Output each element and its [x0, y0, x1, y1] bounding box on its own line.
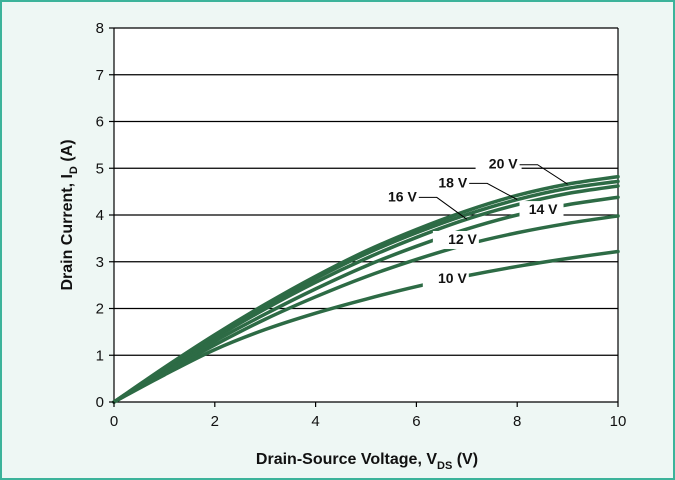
y-tick-label: 1 [96, 347, 104, 364]
y-tick-label: 8 [96, 20, 104, 37]
curve-vgs-10v [112, 249, 620, 404]
curve-label-16v: 16 V [388, 188, 417, 204]
curve-label-bg [422, 269, 469, 288]
x-tick-label: 6 [412, 413, 420, 430]
x-tick-label: 10 [610, 413, 627, 430]
y-tick-label: 5 [96, 160, 104, 177]
x-tick-label: 0 [110, 413, 118, 430]
y-tick-label: 4 [96, 207, 104, 224]
x-tick-label: 2 [211, 413, 219, 430]
y-tick-label: 6 [96, 114, 104, 131]
y-axis-title: Drain Current, ID (A) [59, 139, 80, 290]
x-axis-title: Drain-Source Voltage, VDS (V) [256, 451, 478, 472]
curve-label-bg [432, 230, 479, 249]
curve-vgs-12v [112, 214, 620, 404]
y-tick-label: 3 [96, 254, 104, 271]
x-tick-label: 4 [311, 413, 319, 430]
y-tick-label: 2 [96, 301, 104, 318]
curve-label-10v: 10 V [438, 270, 467, 286]
x-tick-label: 8 [513, 413, 521, 430]
y-tick-label: 0 [96, 394, 104, 411]
curve-label-leader [469, 182, 518, 201]
curve-label-leader [418, 196, 468, 220]
curve-label-bg [425, 174, 472, 193]
curve-label-bg [374, 188, 421, 207]
curve-label-18v: 18 V [438, 174, 467, 190]
y-tick-label: 7 [96, 67, 104, 84]
curve-label-20v: 20 V [489, 156, 518, 172]
curve-label-bg [519, 201, 564, 220]
curve-label-12v: 12 V [448, 231, 477, 247]
curve-label-bg [475, 155, 522, 174]
curve-vgs-20v [112, 174, 620, 404]
curve-label-14v: 14 V [529, 201, 558, 217]
curve-label-leader [519, 164, 568, 185]
